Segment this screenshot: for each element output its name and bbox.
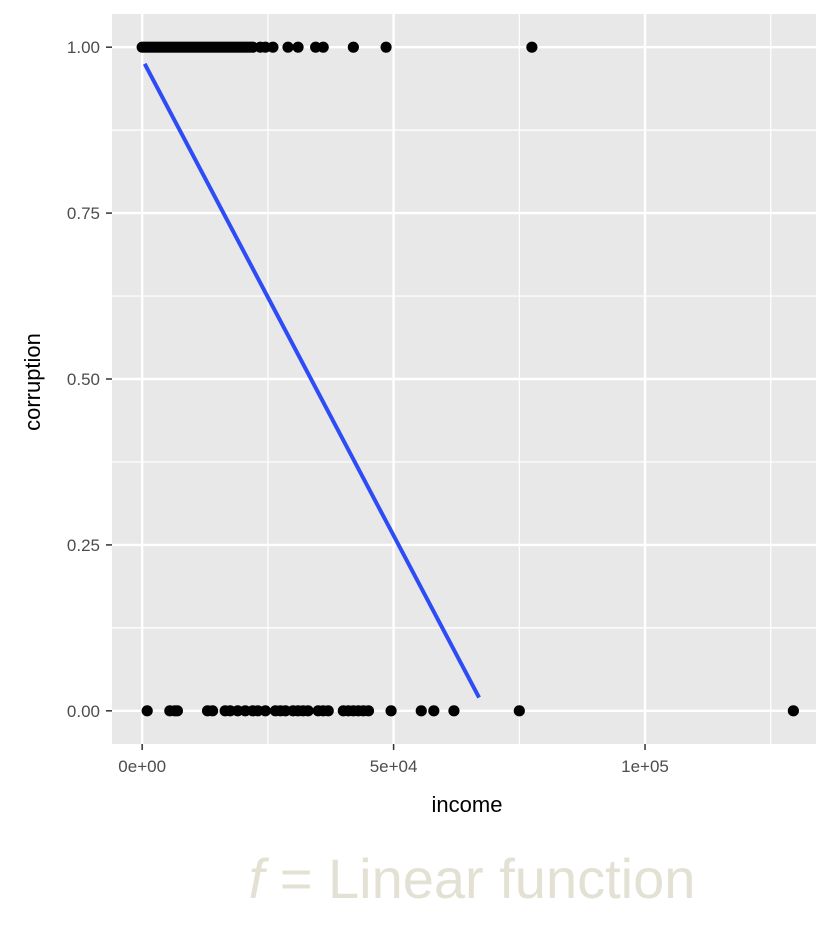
data-point [292,41,304,53]
data-point [282,41,294,53]
data-point [171,705,183,717]
data-point [385,705,397,717]
y-tick-label: 0.50 [67,370,100,389]
data-point [526,41,538,53]
data-point [259,705,271,717]
x-tick-label: 0e+00 [118,757,166,776]
data-point [415,705,427,717]
data-points [136,41,799,717]
y-tick-label: 1.00 [67,38,100,57]
caption-text: = Linear function [264,847,696,910]
data-point [322,705,334,717]
x-tick-label: 1e+05 [621,757,669,776]
data-point [206,705,219,717]
caption: f = Linear function [0,846,834,911]
x-tick-label: 5e+04 [370,757,418,776]
y-axis-title: corruption [20,333,45,431]
data-point [141,705,153,717]
data-point [448,705,460,717]
x-axis-title: income [432,792,503,817]
y-tick-label: 0.25 [67,536,100,555]
y-tick-label: 0.00 [67,702,100,721]
data-point [347,41,359,53]
data-point [428,705,440,717]
data-point [267,41,279,53]
data-point [513,705,525,717]
data-point [380,41,392,53]
y-tick-label: 0.75 [67,204,100,223]
scatter-chart: 0e+00 5e+04 1e+05 0.00 0.25 0.50 0.75 1.00 inc… [20,14,816,817]
x-axis-ticks: 0e+00 5e+04 1e+05 [118,744,669,776]
caption-variable: f [248,847,265,910]
data-point [317,41,329,53]
data-point [787,705,799,717]
y-axis-ticks: 0.00 0.25 0.50 0.75 1.00 [67,38,112,721]
fit-line [142,62,481,699]
data-point [302,705,314,717]
data-point [362,705,375,717]
